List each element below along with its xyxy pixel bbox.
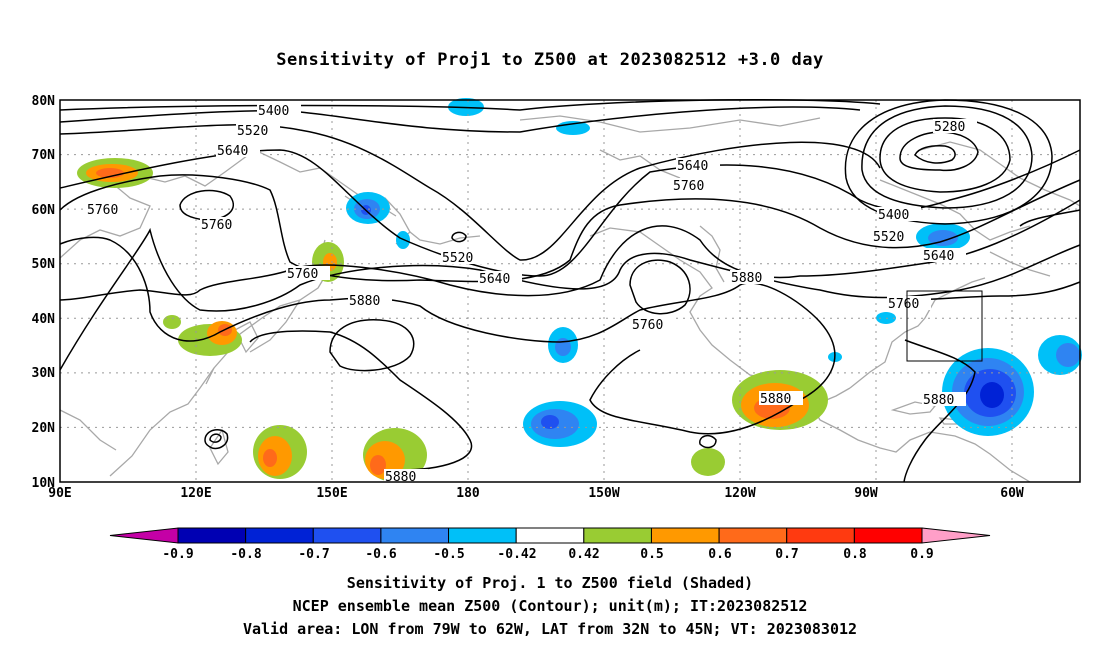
negative-sensitivity-region (548, 327, 578, 363)
colorbar-labels: -0.9 -0.8 -0.7 -0.6 -0.5 -0.42 0.42 0.5 … (162, 547, 933, 562)
contour-label: 5760 (201, 218, 232, 233)
lon-label: 120W (724, 486, 755, 501)
lon-label: 90E (48, 486, 71, 501)
colorbar-swatch (515, 527, 585, 544)
lat-label: 50N (32, 257, 56, 272)
contour-label: 5400 (878, 208, 909, 223)
colorbar-swatch (380, 527, 450, 544)
colorbar-label: -0.5 (433, 547, 464, 562)
colorbar-label: 0.9 (910, 547, 933, 562)
caption-line-2: NCEP ensemble mean Z500 (Contour); unit(… (292, 597, 808, 615)
lon-label: 120E (180, 486, 211, 501)
contour-label: 5520 (237, 124, 268, 139)
lat-label: 30N (32, 366, 56, 381)
contour-label: 5880 (731, 271, 762, 286)
lon-label: 60W (1000, 486, 1024, 501)
colorbar-label: 0.7 (775, 547, 798, 562)
map-title: Sensitivity of Proj1 to Z500 at 20230825… (276, 50, 824, 70)
lon-label: 150E (316, 486, 347, 501)
contour-label: 5760 (673, 179, 704, 194)
lat-label: 60N (32, 203, 56, 218)
contour-label: 5400 (258, 104, 289, 119)
colorbar-label: -0.8 (230, 547, 261, 562)
map-panel: 5400 5520 5640 5760 5760 5760 5520 5640 … (59, 98, 1082, 485)
contour-label: 5880 (923, 393, 954, 408)
valid-area-box (906, 290, 983, 362)
contour-label: 5880 (760, 392, 791, 407)
colorbar-swatch (448, 527, 517, 544)
colorbar-swatch (177, 527, 247, 544)
contour-label: 5760 (287, 267, 318, 282)
contour-label: 5280 (934, 120, 965, 135)
colorbar-right-arrow (921, 527, 991, 544)
sensitivity-shading (77, 98, 1082, 482)
colorbar-swatch (312, 527, 382, 544)
contour-label: 5520 (442, 251, 473, 266)
lat-label: 40N (32, 312, 56, 327)
longitude-axis: 90E 120E 150E 180 150W 120W 90W 60W (48, 486, 1024, 501)
caption-line-1: Sensitivity of Proj. 1 to Z500 field (Sh… (346, 574, 754, 592)
latitude-axis: 80N 70N 60N 50N 40N 30N 20N 10N (32, 94, 56, 491)
contour-label: 5760 (632, 318, 663, 333)
negative-sensitivity-region (523, 401, 597, 447)
colorbar (109, 527, 991, 544)
lat-label: 70N (32, 148, 56, 163)
colorbar-label: 0.42 (568, 547, 599, 562)
colorbar-swatch (650, 527, 720, 544)
contour-label: 5760 (888, 297, 919, 312)
colorbar-label: -0.42 (497, 547, 536, 562)
colorbar-label: 0.6 (708, 547, 732, 562)
colorbar-label: 0.8 (843, 547, 867, 562)
lon-label: 90W (854, 486, 878, 501)
positive-sensitivity-region (253, 425, 307, 479)
colorbar-label: 0.5 (640, 547, 663, 562)
contour-label: 5640 (479, 272, 510, 287)
contour-label: 5640 (677, 159, 708, 174)
colorbar-left-arrow (109, 527, 179, 544)
caption-line-3: Valid area: LON from 79W to 62W, LAT fro… (242, 620, 858, 638)
contour-label: 5640 (217, 144, 248, 159)
lon-label: 180 (456, 486, 480, 501)
map-frame (59, 99, 1081, 483)
contour-label: 5520 (873, 230, 904, 245)
contour-label: 5880 (349, 294, 380, 309)
colorbar-label: -0.9 (162, 547, 193, 562)
contour-label: 5760 (87, 203, 118, 218)
lat-label: 80N (32, 94, 56, 109)
colorbar-swatch (718, 527, 788, 544)
lat-label: 10N (32, 476, 56, 491)
colorbar-swatch (583, 527, 652, 544)
colorbar-swatch (786, 527, 855, 544)
colorbar-label: -0.6 (365, 547, 396, 562)
contour-labels: 5400 5520 5640 5760 5760 5760 5520 5640 … (86, 103, 977, 485)
colorbar-swatch (245, 527, 314, 544)
z500-contours (59, 99, 1081, 483)
contour-label: 5640 (923, 249, 954, 264)
lon-label: 150W (588, 486, 619, 501)
negative-sensitivity-region (828, 335, 1082, 436)
colorbar-label: -0.7 (298, 547, 329, 562)
colorbar-swatch (853, 527, 923, 544)
positive-sensitivity-region (77, 158, 153, 188)
lat-label: 20N (32, 421, 56, 436)
